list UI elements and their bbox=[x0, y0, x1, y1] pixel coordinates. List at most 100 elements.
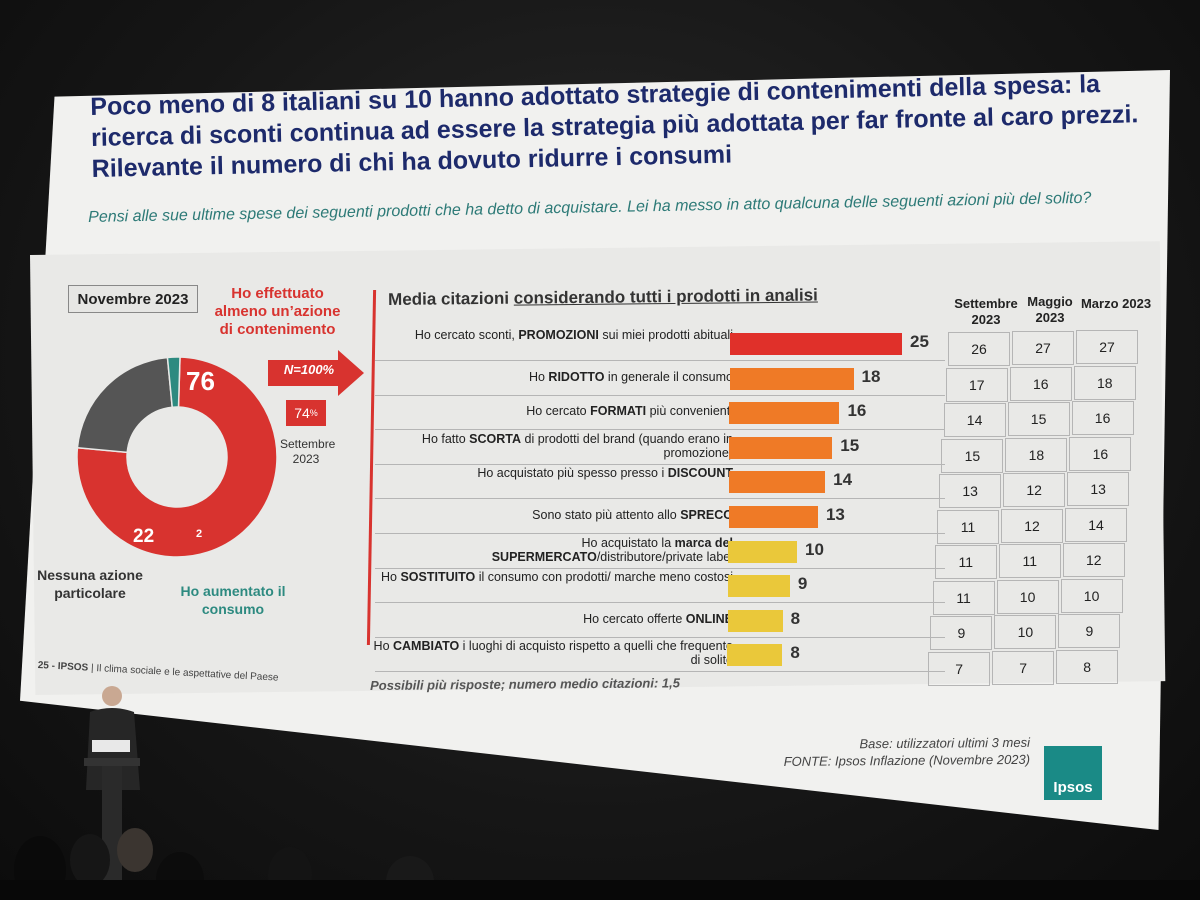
table-cell-sep: 11 bbox=[937, 509, 999, 544]
bar bbox=[727, 644, 783, 667]
table-cell-mag: 15 bbox=[1007, 402, 1070, 436]
donut-slice-2 bbox=[166, 356, 181, 409]
bar-label: Ho acquistato più spesso presso i DISCOU… bbox=[373, 466, 733, 480]
ipsos-logo: Ipsos bbox=[1044, 746, 1102, 800]
bar-label-text: /distributore/private label bbox=[596, 549, 733, 564]
bar bbox=[729, 402, 840, 425]
bar-row: Ho fatto SCORTA di prodotti del brand (q… bbox=[375, 430, 945, 465]
table-cell-mar: 13 bbox=[1067, 472, 1130, 506]
table-cell-sep: 14 bbox=[943, 403, 1006, 437]
bar-label: Ho fatto SCORTA di prodotti del brand (q… bbox=[373, 432, 733, 460]
bar-label-text: Ho cercato sconti, bbox=[414, 328, 519, 342]
table-cell-mar: 12 bbox=[1062, 543, 1125, 577]
bar-label-text: il consumo con prodotti/ marche meno cos… bbox=[475, 570, 733, 585]
table-cell-sep: 7 bbox=[928, 651, 991, 686]
bar-label-bold: SOSTITUITO bbox=[400, 570, 476, 585]
bar-row: Sono stato più attento allo SPRECO 13 bbox=[375, 499, 945, 534]
table-cell-mar: 14 bbox=[1065, 507, 1127, 542]
bar-row: Ho RIDOTTO in generale il consumo 18 bbox=[375, 361, 945, 396]
september-unit: % bbox=[309, 408, 318, 418]
table-cell-mar: 18 bbox=[1073, 365, 1136, 400]
bar-label-text: Ho bbox=[528, 369, 549, 384]
bar-row: Ho cercato FORMATI più convenienti 16 bbox=[373, 395, 945, 431]
table-cell-mag: 10 bbox=[996, 579, 1059, 614]
donut-value-main: 76 bbox=[186, 366, 215, 396]
bar-label: Ho cercato FORMATI più convenienti bbox=[373, 404, 733, 418]
table-cell-sep: 13 bbox=[939, 474, 1002, 508]
table-cell-sep: 17 bbox=[945, 367, 1008, 402]
bar-row: Ho SOSTITUITO il consumo con prodotti/ m… bbox=[373, 568, 945, 604]
bar-label-text: Ho acquistato più spesso presso i bbox=[477, 466, 668, 481]
bar bbox=[729, 436, 833, 459]
table-cell-mag: 12 bbox=[1003, 473, 1066, 507]
bar-row: Ho acquistato più spesso presso i DISCOU… bbox=[373, 464, 945, 500]
september-value: 74 bbox=[294, 405, 310, 421]
september-badge: 74% bbox=[286, 400, 326, 426]
bar-value: 13 bbox=[825, 505, 845, 524]
bar-label-text: in generale il consumo bbox=[604, 369, 733, 384]
legend-increased: Ho aumentato il consumo bbox=[180, 583, 286, 617]
source-line: FONTE: Ipsos Inflazione (Novembre 2023) bbox=[783, 751, 1031, 769]
column-header-march: Marzo 2023 bbox=[1080, 296, 1152, 311]
bar-label-bold: RIDOTTO bbox=[548, 369, 605, 384]
bar-label-bold: CAMBIATO bbox=[393, 639, 460, 654]
bar-value: 14 bbox=[833, 470, 853, 490]
bar-row: Ho cercato sconti, PROMOZIONI sui miei p… bbox=[375, 326, 945, 361]
bar bbox=[728, 506, 818, 528]
bar-label: Ho cercato sconti, PROMOZIONI sui miei p… bbox=[373, 328, 733, 342]
bar-label-bold: marca del SUPERMERCATO bbox=[491, 535, 733, 564]
bar-label-text: Ho bbox=[381, 570, 401, 585]
bar-label: Ho cercato offerte ONLINE bbox=[373, 612, 733, 626]
table-cell-mag: 10 bbox=[994, 615, 1057, 649]
table-cell-mar: 10 bbox=[1060, 578, 1123, 613]
bar-label: Ho RIDOTTO in generale il consumo bbox=[373, 370, 733, 384]
bar-label-bold: SCORTA bbox=[469, 431, 522, 446]
legend-no-action: Nessuna azione particolare bbox=[37, 567, 143, 601]
bar-label-text: più convenienti bbox=[646, 404, 733, 419]
arrow-label: N=100% bbox=[283, 362, 335, 377]
donut-value-none: 22 bbox=[133, 526, 155, 547]
table-cell-sep: 26 bbox=[948, 332, 1010, 366]
action-label: Ho effettuato almeno un’azione di conten… bbox=[214, 285, 341, 338]
donut-slice-0 bbox=[76, 356, 278, 558]
bar-label-text: Ho bbox=[373, 639, 393, 654]
audience-silhouettes bbox=[0, 828, 1200, 900]
donut-value-increase: 2 bbox=[196, 528, 203, 540]
bar-row: Ho cercato offerte ONLINE 8 bbox=[375, 603, 945, 638]
bar bbox=[728, 540, 797, 563]
bar-label-bold: PROMOZIONI bbox=[518, 328, 599, 342]
table-cell-mag: 12 bbox=[1001, 508, 1063, 543]
bar-label-text: i luoghi di acquisto rispetto a quelli c… bbox=[459, 639, 733, 668]
bar-value: 9 bbox=[797, 574, 808, 594]
table-cell-mag: 18 bbox=[1005, 437, 1068, 472]
bar bbox=[729, 367, 854, 390]
column-header-september: Settembre 2023 bbox=[954, 296, 1018, 327]
table-cell-mag: 11 bbox=[998, 544, 1061, 578]
table-cell-sep: 11 bbox=[934, 545, 997, 579]
bar-value: 18 bbox=[861, 366, 881, 386]
bar bbox=[728, 471, 826, 494]
bar-value: 10 bbox=[805, 539, 824, 559]
bar-label: Ho SOSTITUITO il consumo con prodotti/ m… bbox=[373, 570, 733, 584]
september-label: Settembre 2023 bbox=[280, 437, 336, 466]
bar-label-text: sui miei prodotti abituali bbox=[598, 328, 733, 342]
bar-value: 15 bbox=[840, 435, 860, 455]
table-cell-sep: 11 bbox=[932, 580, 995, 615]
bar-label-text: di prodotti del brand (quando erano in p… bbox=[521, 431, 734, 460]
arrow-icon bbox=[268, 350, 364, 396]
donut-slice-1 bbox=[76, 356, 174, 454]
chart-title-underlined: considerando tutti i prodotti in analisi bbox=[513, 285, 818, 308]
bar-row: Ho CAMBIATO i luoghi di acquisto rispett… bbox=[373, 637, 945, 673]
bar-label-text: Ho cercato offerte bbox=[583, 611, 686, 626]
bar-value: 16 bbox=[847, 401, 867, 421]
table-cell-mar: 16 bbox=[1071, 401, 1134, 435]
bar-label-text: Ho cercato bbox=[526, 404, 591, 419]
period-box: Novembre 2023 bbox=[68, 285, 198, 313]
bar-label-bold: FORMATI bbox=[590, 404, 647, 419]
table-cell-mar: 9 bbox=[1058, 614, 1121, 648]
bar bbox=[727, 609, 783, 632]
bar-label: Ho CAMBIATO i luoghi di acquisto rispett… bbox=[373, 639, 733, 667]
bar-label: Ho acquistato la marca del SUPERMERCATO/… bbox=[373, 536, 733, 564]
bar-label: Sono stato più attento allo SPRECO bbox=[373, 508, 733, 522]
footnote: Possibili più risposte; numero medio cit… bbox=[370, 675, 681, 693]
